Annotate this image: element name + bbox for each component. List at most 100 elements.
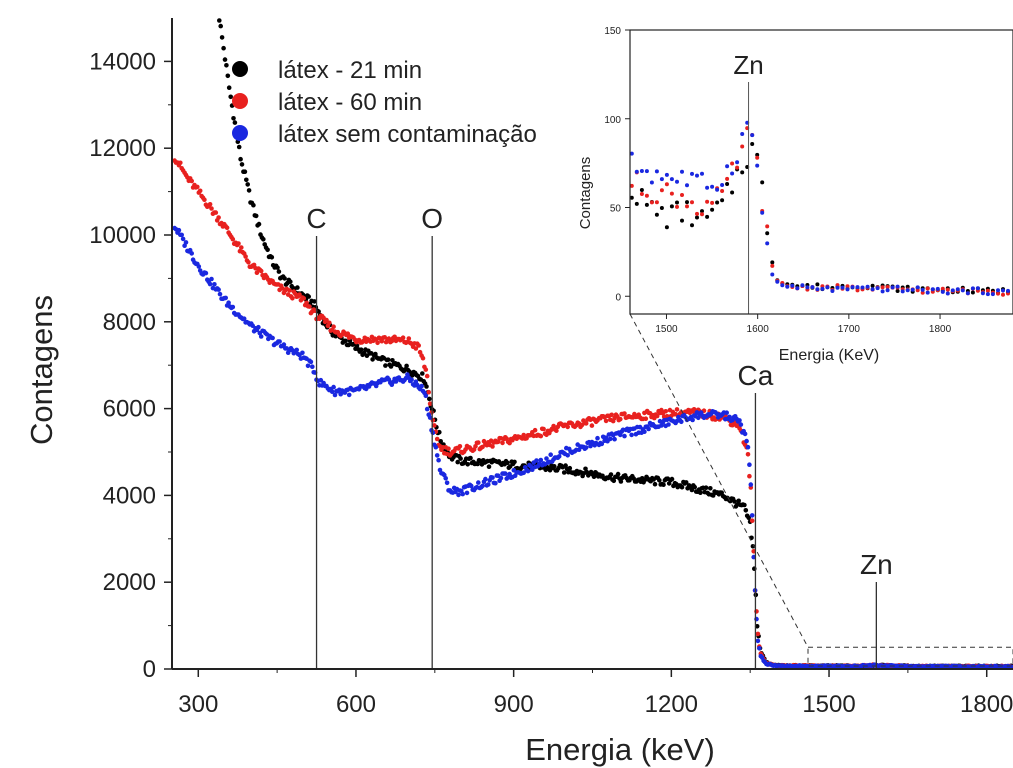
data-point bbox=[950, 288, 955, 293]
data-point bbox=[742, 502, 747, 508]
data-point bbox=[270, 335, 275, 341]
data-point bbox=[747, 473, 752, 479]
data-point bbox=[456, 492, 461, 498]
data-point bbox=[810, 285, 815, 290]
data-point bbox=[217, 18, 222, 23]
data-point bbox=[608, 472, 614, 477]
data-point bbox=[715, 187, 720, 192]
data-point bbox=[695, 173, 699, 178]
data-point bbox=[306, 294, 312, 299]
data-point bbox=[659, 188, 664, 193]
data-point bbox=[705, 199, 710, 204]
data-point bbox=[730, 190, 735, 195]
data-point bbox=[683, 480, 689, 485]
data-point bbox=[507, 471, 512, 477]
data-point bbox=[318, 377, 324, 383]
data-point bbox=[486, 482, 491, 487]
data-point bbox=[965, 291, 970, 296]
data-point bbox=[618, 416, 623, 422]
data-point bbox=[420, 371, 425, 376]
data-point bbox=[639, 192, 644, 196]
data-point bbox=[498, 475, 504, 481]
data-point bbox=[815, 287, 820, 292]
data-point bbox=[258, 268, 264, 274]
data-point bbox=[390, 358, 395, 363]
data-point bbox=[745, 444, 751, 450]
data-point bbox=[634, 169, 639, 174]
data-point bbox=[202, 197, 207, 202]
inset-y-tick-label: 50 bbox=[610, 204, 622, 215]
data-point bbox=[750, 133, 755, 138]
data-point bbox=[748, 482, 754, 487]
data-point bbox=[583, 421, 589, 426]
main-x-axis-title: Energia (keV) bbox=[525, 732, 715, 767]
data-point bbox=[885, 285, 890, 289]
data-point bbox=[664, 172, 669, 177]
y-tick-label: 0 bbox=[143, 656, 156, 683]
data-point bbox=[622, 433, 627, 439]
data-point bbox=[680, 218, 684, 223]
data-point bbox=[880, 289, 885, 294]
data-point bbox=[256, 324, 261, 330]
data-point bbox=[1001, 288, 1005, 293]
data-point bbox=[217, 291, 223, 297]
data-point bbox=[885, 288, 890, 293]
data-point bbox=[207, 202, 213, 207]
data-point bbox=[245, 182, 250, 187]
data-point bbox=[644, 202, 649, 207]
data-point bbox=[239, 245, 244, 250]
data-point bbox=[629, 151, 634, 156]
data-point bbox=[423, 367, 429, 372]
data-point bbox=[297, 292, 302, 297]
data-point bbox=[880, 285, 885, 290]
data-point bbox=[737, 418, 742, 423]
data-point bbox=[757, 646, 762, 651]
inset-y-tick-label: 0 bbox=[615, 292, 621, 303]
data-point bbox=[680, 169, 684, 174]
data-point bbox=[332, 392, 338, 398]
data-point bbox=[629, 183, 634, 188]
y-tick-label: 8000 bbox=[103, 309, 156, 336]
data-point bbox=[860, 285, 865, 290]
data-point bbox=[221, 45, 226, 51]
inset-x-axis-title: Energia (KeV) bbox=[779, 347, 880, 364]
data-point bbox=[685, 183, 689, 188]
data-point bbox=[663, 409, 668, 414]
data-point bbox=[265, 247, 270, 253]
data-point bbox=[385, 357, 391, 363]
data-point bbox=[258, 334, 264, 339]
data-point bbox=[654, 212, 659, 217]
data-point bbox=[212, 282, 217, 287]
data-point bbox=[765, 241, 770, 246]
data-point bbox=[724, 410, 729, 416]
data-point bbox=[611, 478, 617, 484]
data-point bbox=[795, 286, 800, 291]
data-point bbox=[747, 462, 752, 468]
data-point bbox=[599, 441, 605, 447]
data-point bbox=[755, 163, 760, 168]
data-point bbox=[732, 499, 737, 504]
data-point bbox=[945, 287, 950, 292]
data-point bbox=[744, 438, 749, 444]
data-point bbox=[603, 418, 609, 424]
data-point bbox=[433, 444, 439, 450]
data-point bbox=[444, 480, 450, 486]
data-point bbox=[685, 204, 689, 209]
data-point bbox=[603, 435, 609, 441]
data-point bbox=[710, 493, 716, 498]
data-point bbox=[281, 342, 287, 347]
data-point bbox=[495, 439, 501, 445]
data-point bbox=[695, 215, 699, 220]
marker-label-o: O bbox=[421, 203, 443, 234]
inset-series-latex-sem-contaminacao bbox=[629, 120, 1010, 297]
data-point bbox=[609, 412, 614, 418]
data-point bbox=[1006, 288, 1010, 293]
data-point bbox=[855, 285, 860, 290]
data-point bbox=[920, 287, 925, 292]
data-point bbox=[493, 480, 498, 486]
data-point bbox=[755, 631, 761, 637]
data-point bbox=[690, 417, 695, 423]
zoom-connector bbox=[629, 313, 1013, 667]
data-point bbox=[532, 427, 538, 433]
marker-label-ca: Ca bbox=[738, 360, 774, 391]
